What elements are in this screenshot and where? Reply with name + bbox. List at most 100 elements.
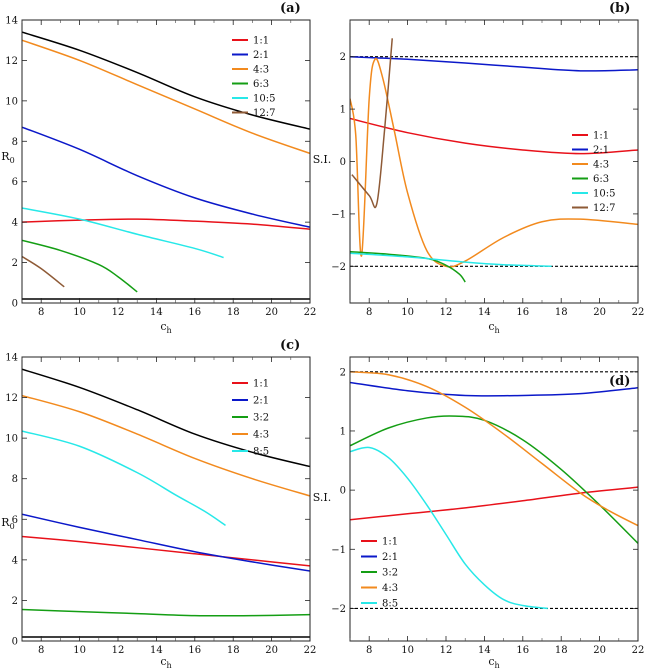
panel-label: (c) bbox=[280, 338, 300, 353]
x-tick-label: 12 bbox=[112, 307, 125, 318]
x-tick-label: 14 bbox=[478, 645, 491, 656]
y-tick-label: −2 bbox=[331, 262, 346, 273]
series-line-1-1 bbox=[22, 535, 310, 567]
x-tick-label: 12 bbox=[440, 307, 453, 318]
legend-label: 10:5 bbox=[593, 189, 615, 200]
x-tick-label: 14 bbox=[150, 307, 163, 318]
x-tick-label: 14 bbox=[478, 307, 491, 318]
y-tick-label: 6 bbox=[12, 177, 18, 188]
y-tick-label: 10 bbox=[5, 434, 18, 445]
series-line-3-2 bbox=[22, 608, 310, 617]
series-line-10-5 bbox=[22, 207, 224, 259]
series-line-3-2 bbox=[350, 415, 638, 544]
x-axis-title: ch bbox=[160, 655, 171, 670]
panel-2: 8 10 12 14 16 18 20 2202468101214chR0(c)1:12:13… bbox=[1, 338, 316, 670]
y-tick-label: −1 bbox=[331, 209, 346, 220]
panel-label: (a) bbox=[280, 1, 301, 16]
panel-label: (d) bbox=[609, 374, 630, 389]
x-tick-label: 20 bbox=[265, 645, 278, 656]
y-tick-label: 0 bbox=[12, 299, 18, 310]
y-tick-label: 1 bbox=[340, 426, 346, 437]
series-line-4-3 bbox=[22, 39, 310, 155]
legend-label: 6:3 bbox=[253, 79, 269, 90]
y-axis-title-subscript: 0 bbox=[10, 522, 15, 531]
x-tick-label: 16 bbox=[516, 645, 529, 656]
y-tick-label: 8 bbox=[12, 137, 18, 148]
legend-label: 3:2 bbox=[253, 413, 269, 424]
legend-label: 8:5 bbox=[382, 599, 398, 610]
series-line-2-1 bbox=[350, 55, 638, 72]
series-line-12-7 bbox=[22, 255, 65, 288]
y-tick-label: 14 bbox=[5, 353, 18, 364]
y-tick-label: −2 bbox=[331, 604, 346, 615]
legend-label: 10:5 bbox=[253, 94, 275, 105]
x-tick-label: 18 bbox=[227, 307, 240, 318]
x-tick-label: 10 bbox=[73, 307, 86, 318]
y-tick-label: 0 bbox=[340, 157, 346, 168]
y-tick-label: 4 bbox=[12, 555, 18, 566]
y-tick-label: 2 bbox=[340, 367, 346, 378]
legend-label: 8:5 bbox=[253, 447, 269, 458]
x-tick-label: 22 bbox=[632, 307, 645, 318]
series-line-6-3 bbox=[350, 250, 466, 283]
series-group bbox=[22, 368, 310, 638]
y-tick-label: −1 bbox=[331, 545, 346, 556]
x-tick-label: 10 bbox=[73, 645, 86, 656]
x-axis-title: ch bbox=[160, 320, 171, 335]
legend-label: 4:3 bbox=[253, 65, 269, 76]
x-tick-label: 12 bbox=[440, 645, 453, 656]
y-tick-label: 8 bbox=[12, 474, 18, 485]
legend-label: 2:1 bbox=[593, 145, 609, 156]
x-tick-label: 16 bbox=[516, 307, 529, 318]
series-line-2-1 bbox=[350, 381, 638, 397]
legend-label: 1:1 bbox=[253, 36, 269, 47]
legend-label: 1:1 bbox=[382, 537, 398, 548]
series-line-4-3 bbox=[22, 394, 310, 497]
series-line-4-3 bbox=[350, 371, 638, 527]
x-tick-label: 10 bbox=[401, 307, 414, 318]
y-tick-label: 2 bbox=[12, 258, 18, 269]
x-tick-label: 12 bbox=[112, 645, 125, 656]
series-line-6-3 bbox=[22, 239, 138, 293]
series-group bbox=[350, 38, 638, 283]
legend-label: 12:7 bbox=[253, 108, 275, 119]
x-tick-label: 20 bbox=[265, 307, 278, 318]
x-tick-label: 20 bbox=[593, 645, 606, 656]
x-tick-label: 8 bbox=[38, 645, 44, 656]
series-line-8-5 bbox=[350, 446, 548, 610]
legend-label: 4:3 bbox=[593, 160, 609, 171]
y-axis-title: S.I. bbox=[313, 153, 331, 166]
y-tick-label: 2 bbox=[340, 52, 346, 63]
panel-1: 8 10 12 14 16 18 20 22−2−1012chS.I.(b)1:12:14:3… bbox=[313, 1, 645, 335]
series-group bbox=[22, 31, 310, 300]
series-line-2-1 bbox=[22, 126, 310, 228]
legend-label: 4:3 bbox=[382, 583, 398, 594]
y-axis-title: R0 bbox=[1, 150, 14, 165]
legend-label: 1:1 bbox=[593, 131, 609, 142]
y-tick-label: 14 bbox=[5, 16, 18, 27]
y-axis-title-subscript: 0 bbox=[10, 156, 15, 165]
y-tick-label: 12 bbox=[5, 56, 18, 67]
legend: 1:1 2:1 4:3 6:3 10:5 12:7 bbox=[232, 36, 275, 119]
x-tick-label: 22 bbox=[304, 307, 317, 318]
plot-frame bbox=[21, 19, 311, 304]
x-tick-label: 18 bbox=[227, 645, 240, 656]
y-tick-label: 1 bbox=[340, 105, 346, 116]
legend-label: 1:1 bbox=[253, 379, 269, 390]
x-axis-title: ch bbox=[488, 320, 499, 335]
y-axis-title: S.I. bbox=[313, 491, 331, 504]
x-axis-title-subscript: h bbox=[495, 326, 500, 335]
x-tick-label: 22 bbox=[632, 645, 645, 656]
series-line-1-1 bbox=[350, 117, 638, 155]
y-tick-label: 2 bbox=[12, 596, 18, 607]
legend: 1:1 2:1 4:3 6:3 10:5 12:7 bbox=[572, 131, 615, 214]
series-line-10-5 bbox=[350, 252, 552, 268]
panel-3: 8 10 12 14 16 18 20 22−2−1012chS.I.(d)1:12:13:2… bbox=[313, 356, 645, 670]
x-tick-label: 18 bbox=[555, 645, 568, 656]
x-tick-label: 8 bbox=[38, 307, 44, 318]
legend-label: 2:1 bbox=[253, 50, 269, 61]
x-tick-label: 10 bbox=[401, 645, 414, 656]
x-tick-label: 8 bbox=[366, 645, 372, 656]
